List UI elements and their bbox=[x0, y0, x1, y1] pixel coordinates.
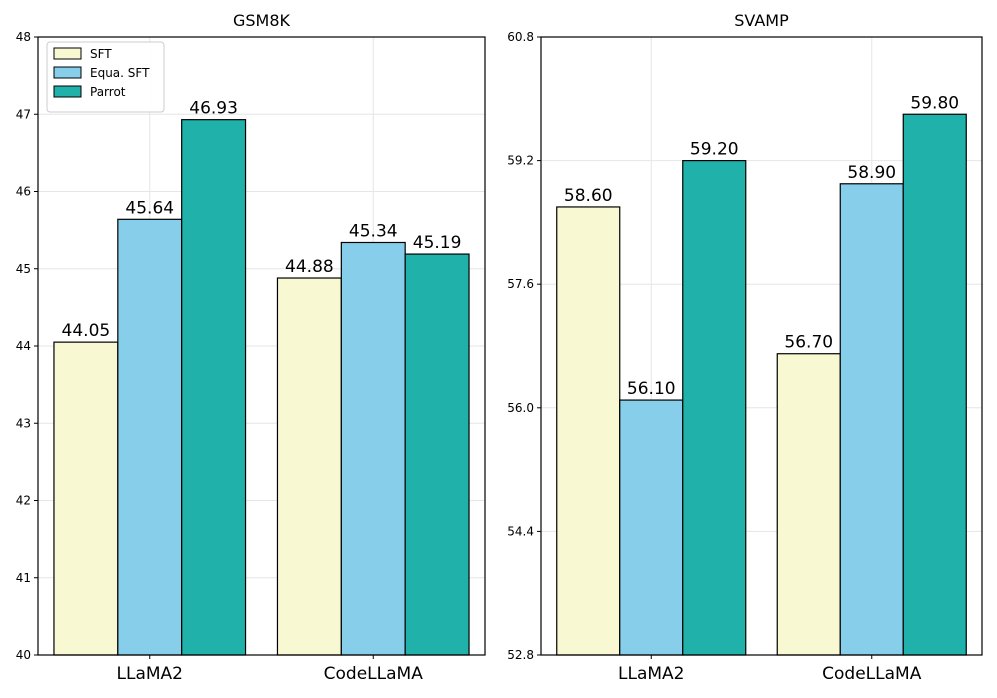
svamp-bar-equa-sft-codellama bbox=[839, 183, 904, 656]
gsm8k-value-label: 45.34 bbox=[349, 221, 398, 241]
svamp-bar-equa-sft-llama2 bbox=[619, 399, 684, 656]
gsm8k-ytick-label: 48 bbox=[16, 30, 31, 44]
gsm8k-value-label: 44.05 bbox=[62, 321, 111, 341]
gsm8k-ytick-label: 43 bbox=[16, 416, 31, 430]
gsm8k-chart-panel: 44.05 44.88 45.64 45.34 46.93 45.19 40 41 42 43 44… bbox=[16, 11, 486, 684]
gsm8k-value-label: 45.64 bbox=[125, 198, 174, 218]
gsm8k-bar-equa-sft-codellama bbox=[340, 241, 406, 656]
gsm8k-ytick-label: 44 bbox=[16, 339, 31, 353]
legend-swatch-parrot bbox=[53, 85, 82, 98]
svamp-value-label: 56.70 bbox=[784, 333, 833, 353]
gsm8k-value-label: 45.19 bbox=[413, 233, 462, 253]
gsm8k-ytick-label: 45 bbox=[16, 262, 31, 276]
svamp-chart-panel: 58.60 56.70 56.10 58.90 59.20 59.80 52.8 54.4 56… bbox=[507, 11, 983, 684]
gsm8k-bar-equa-sft-llama2 bbox=[117, 218, 183, 656]
svamp-value-label: 58.90 bbox=[847, 163, 896, 183]
svamp-category-label: LLaMA2 bbox=[618, 664, 684, 684]
legend-swatch-sft bbox=[53, 47, 82, 60]
svamp-value-label: 59.20 bbox=[690, 140, 739, 160]
gsm8k-ytick-label: 40 bbox=[16, 648, 31, 662]
gsm8k-value-label: 46.93 bbox=[189, 99, 238, 119]
legend-swatch-equa-sft bbox=[53, 66, 82, 79]
gsm8k-chart-title: GSM8K bbox=[233, 11, 291, 30]
legend-label-parrot: Parrot bbox=[90, 85, 126, 99]
gsm8k-ytick-label: 46 bbox=[16, 185, 31, 199]
svamp-category-label: CodeLLaMA bbox=[822, 664, 922, 684]
svamp-axes-frame bbox=[540, 36, 983, 656]
gsm8k-bar-parrot-codellama bbox=[404, 253, 470, 656]
svamp-bar-parrot-llama2 bbox=[682, 160, 747, 656]
legend-label-sft: SFT bbox=[90, 47, 112, 61]
svamp-bar-sft-codellama bbox=[776, 353, 841, 656]
svamp-ytick-label: 59.2 bbox=[507, 154, 534, 168]
svamp-value-label: 58.60 bbox=[564, 186, 613, 206]
svamp-ytick-label: 57.6 bbox=[507, 277, 534, 291]
gsm8k-bar-sft-codellama bbox=[276, 277, 342, 656]
gsm8k-value-label: 44.88 bbox=[285, 257, 334, 277]
svamp-chart-title: SVAMP bbox=[734, 11, 789, 30]
gsm8k-category-label: LLaMA2 bbox=[117, 664, 183, 684]
svamp-ytick-label: 56.0 bbox=[507, 401, 534, 415]
svamp-ytick-label: 52.8 bbox=[507, 648, 534, 662]
gsm8k-legend: SFT Equa. SFT Parrot bbox=[46, 41, 165, 113]
svamp-value-label: 59.80 bbox=[910, 93, 959, 113]
svamp-bar-parrot-codellama bbox=[902, 113, 967, 656]
svamp-bar-sft-llama2 bbox=[556, 206, 621, 656]
gsm8k-category-label: CodeLLaMA bbox=[324, 664, 424, 684]
svamp-ytick-label: 60.8 bbox=[507, 30, 534, 44]
gsm8k-bar-sft-llama2 bbox=[53, 341, 119, 656]
svamp-ytick-label: 54.4 bbox=[507, 524, 534, 538]
gsm8k-ytick-label: 41 bbox=[16, 571, 31, 585]
svamp-value-label: 56.10 bbox=[627, 379, 676, 399]
legend-label-equa-sft: Equa. SFT bbox=[90, 66, 150, 80]
gsm8k-bar-parrot-llama2 bbox=[181, 119, 247, 656]
gsm8k-ytick-label: 42 bbox=[16, 494, 31, 508]
gsm8k-ytick-label: 47 bbox=[16, 107, 31, 121]
